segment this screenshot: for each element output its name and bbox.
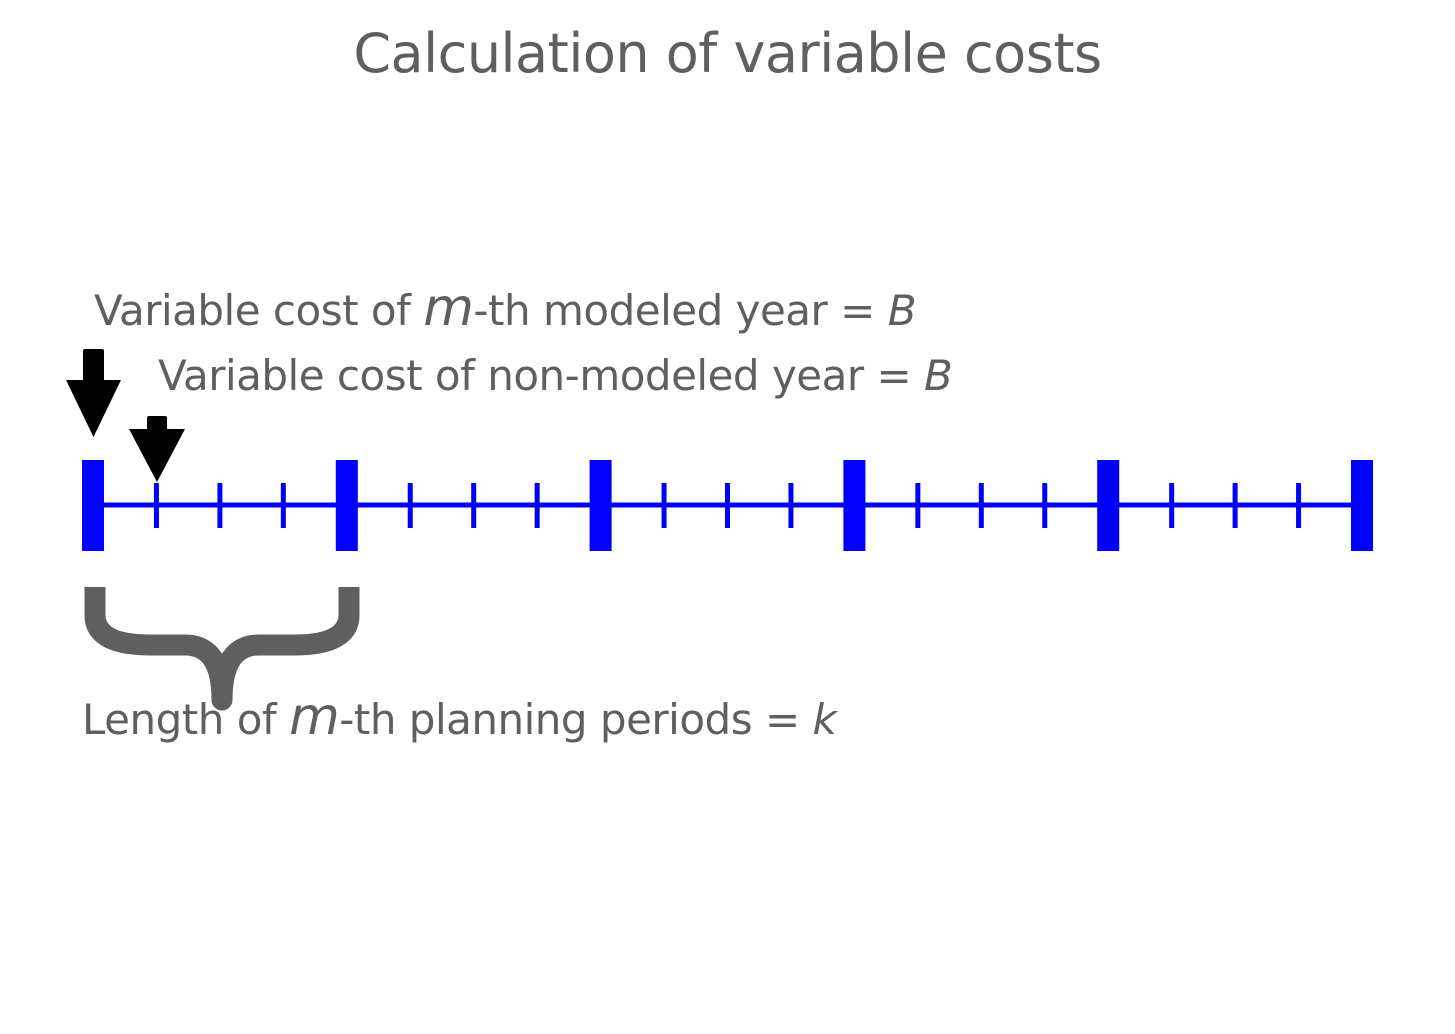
length-label-suffix: -th planning periods = <box>339 695 813 744</box>
modeled-label-variable: m <box>423 278 474 338</box>
year-tick <box>407 483 413 528</box>
year-tick <box>788 483 794 528</box>
year-tick <box>725 483 730 528</box>
planning-period-length-label: Length of m-th planning periods = k <box>82 691 837 745</box>
curly-brace-icon <box>84 587 360 711</box>
modeled-year-label: Variable cost of m-th modeled year = B <box>94 282 917 336</box>
timeline-ticks <box>82 460 1373 551</box>
year-tick <box>280 483 286 528</box>
nonmodeled-year-label: Variable cost of non-modeled year = B <box>158 351 953 401</box>
nonmodeled-label-value: B <box>924 351 953 400</box>
period-boundary-tick <box>335 460 358 551</box>
period-boundary-tick <box>843 460 866 551</box>
year-tick <box>1296 483 1302 528</box>
modeled-label-suffix: -th modeled year = <box>473 286 888 335</box>
modeled-label-value: B <box>887 286 917 335</box>
down-arrow-icon <box>66 349 121 437</box>
year-tick <box>978 483 984 528</box>
year-tick <box>217 483 223 528</box>
down-arrow-icon <box>129 416 185 482</box>
nonmodeled-label-prefix: Variable cost of non-modeled year = <box>158 351 925 400</box>
period-boundary-tick <box>589 460 612 551</box>
year-tick <box>661 483 667 528</box>
year-tick <box>1169 483 1175 528</box>
year-tick <box>534 483 540 528</box>
period-boundary-tick <box>1097 460 1120 551</box>
year-tick <box>915 483 921 528</box>
period-boundary-tick <box>82 460 104 551</box>
length-label-variable: m <box>289 687 340 747</box>
length-label-prefix: Length of <box>82 695 290 744</box>
length-label-value: k <box>812 695 837 744</box>
year-tick <box>1042 483 1048 528</box>
year-tick <box>471 483 477 528</box>
year-tick <box>1232 483 1238 528</box>
year-tick <box>153 483 159 528</box>
modeled-label-prefix: Variable cost of <box>94 286 424 335</box>
period-boundary-tick <box>1351 460 1373 551</box>
page-title: Calculation of variable costs <box>353 22 1102 85</box>
